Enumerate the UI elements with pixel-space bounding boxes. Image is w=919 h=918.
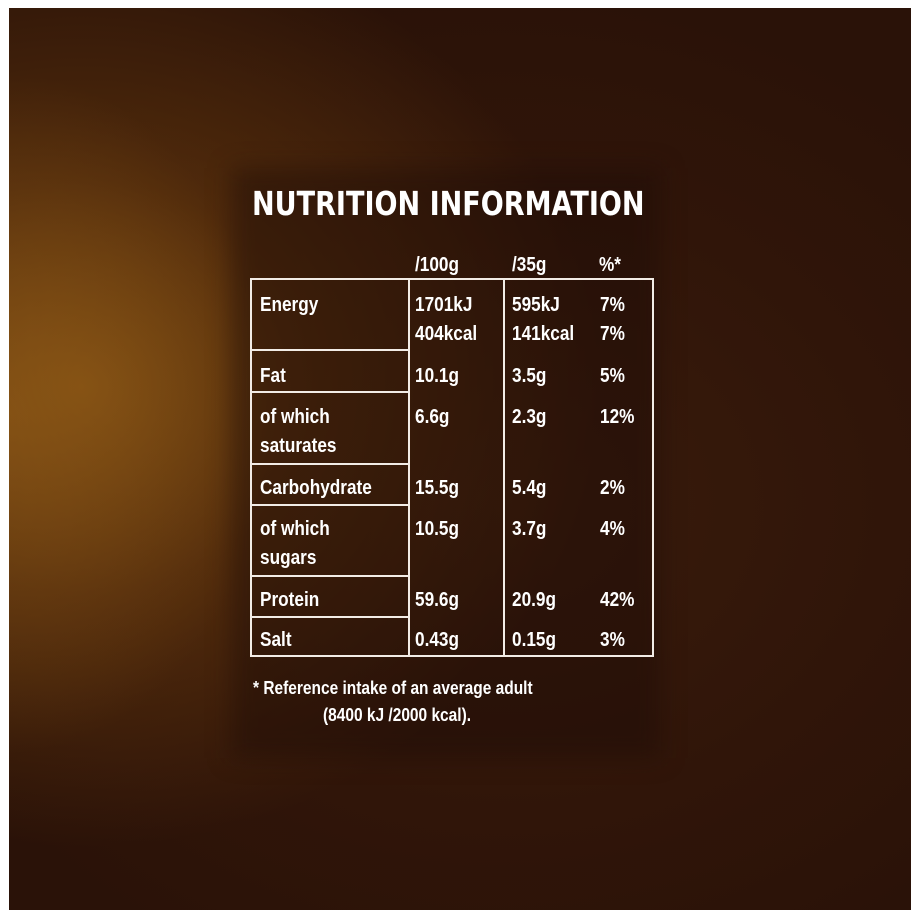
protein-per-35g: 20.9g bbox=[512, 589, 556, 611]
row-divider bbox=[250, 575, 410, 577]
carbohydrate-per-100g: 15.5g bbox=[415, 477, 459, 499]
column-header-reference-intake: %* bbox=[599, 254, 621, 276]
column-divider bbox=[503, 278, 505, 657]
row-divider bbox=[250, 349, 410, 351]
column-divider bbox=[408, 278, 410, 657]
protein-per-100g: 59.6g bbox=[415, 589, 459, 611]
row-divider bbox=[250, 616, 410, 618]
energy-per-35g-kj: 595kJ bbox=[512, 294, 560, 316]
footnote-reference-intake: * Reference intake of an average adult bbox=[253, 678, 533, 698]
fat-ri: 5% bbox=[600, 365, 625, 387]
footnote-reference-values: (8400 kJ /2000 kcal). bbox=[323, 705, 472, 725]
energy-per-100g-kj: 1701kJ bbox=[415, 294, 473, 316]
row-label-sugars-line1: of which bbox=[260, 518, 330, 540]
saturates-ri: 12% bbox=[600, 406, 635, 428]
row-label-saturates-line2: saturates bbox=[260, 435, 337, 457]
protein-ri: 42% bbox=[600, 589, 635, 611]
salt-ri: 3% bbox=[600, 629, 625, 651]
energy-ri-kj: 7% bbox=[600, 294, 625, 316]
nutrition-label-image: NUTRITION INFORMATION /100g /35g %* Ener… bbox=[9, 8, 911, 910]
column-header-per-35g: /35g bbox=[512, 254, 547, 276]
carbohydrate-per-35g: 5.4g bbox=[512, 477, 547, 499]
fat-per-100g: 10.1g bbox=[415, 365, 459, 387]
row-label-fat: Fat bbox=[260, 365, 286, 387]
salt-per-35g: 0.15g bbox=[512, 629, 556, 651]
energy-per-35g-kcal: 141kcal bbox=[512, 323, 575, 345]
sugars-ri: 4% bbox=[600, 518, 625, 540]
row-label-salt: Salt bbox=[260, 629, 292, 651]
saturates-per-100g: 6.6g bbox=[415, 406, 450, 428]
row-label-saturates-line1: of which bbox=[260, 406, 330, 428]
fat-per-35g: 3.5g bbox=[512, 365, 547, 387]
sugars-per-100g: 10.5g bbox=[415, 518, 459, 540]
energy-per-100g-kcal: 404kcal bbox=[415, 323, 478, 345]
sugars-per-35g: 3.7g bbox=[512, 518, 547, 540]
nutrition-title: NUTRITION INFORMATION bbox=[252, 184, 645, 223]
row-divider bbox=[250, 463, 410, 465]
nutrition-table bbox=[250, 278, 654, 657]
salt-per-100g: 0.43g bbox=[415, 629, 459, 651]
row-divider bbox=[250, 391, 410, 393]
energy-ri-kcal: 7% bbox=[600, 323, 625, 345]
row-label-sugars-line2: sugars bbox=[260, 547, 317, 569]
carbohydrate-ri: 2% bbox=[600, 477, 625, 499]
saturates-per-35g: 2.3g bbox=[512, 406, 547, 428]
row-divider bbox=[250, 504, 410, 506]
row-label-energy: Energy bbox=[260, 294, 319, 316]
column-header-per-100g: /100g bbox=[415, 254, 459, 276]
row-label-protein: Protein bbox=[260, 589, 320, 611]
row-label-carbohydrate: Carbohydrate bbox=[260, 477, 372, 499]
background-glow bbox=[9, 8, 911, 910]
